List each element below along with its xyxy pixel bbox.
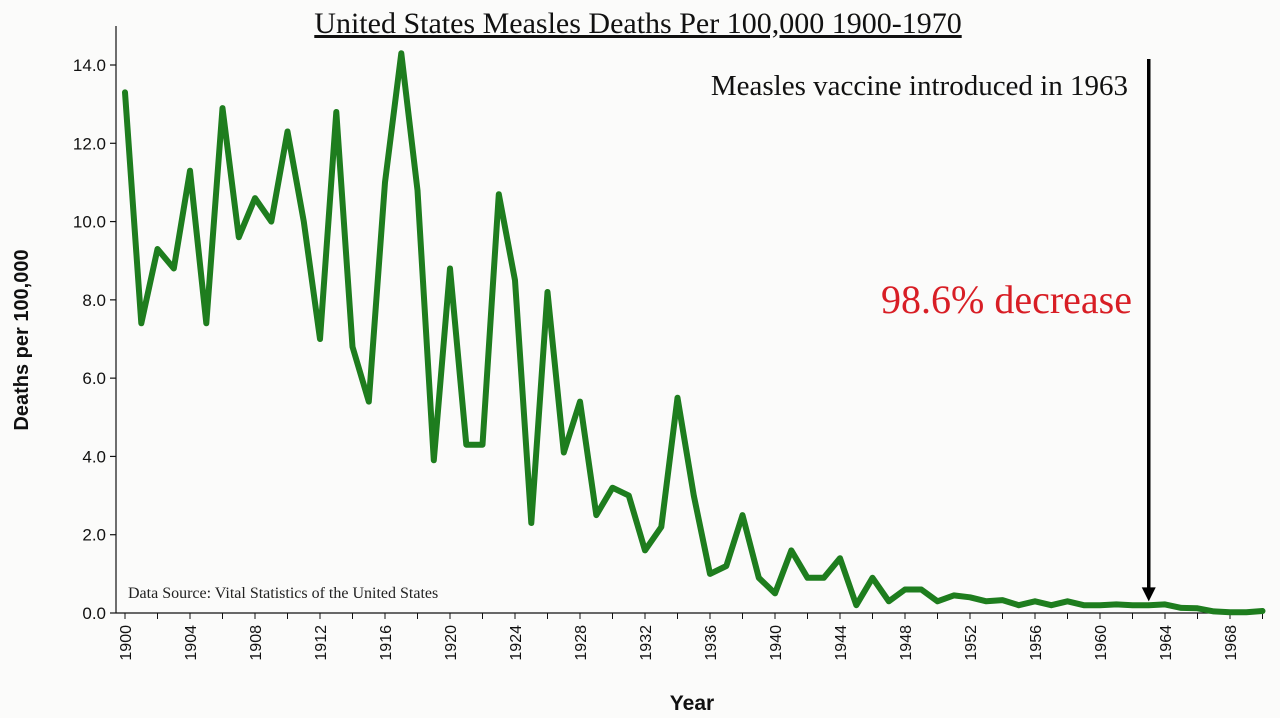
y-tick-label: 0.0 bbox=[82, 604, 106, 623]
vaccine-annotation: Measles vaccine introduced in 1963 bbox=[711, 70, 1128, 102]
x-tick-label: 1928 bbox=[573, 625, 590, 661]
y-tick-label: 4.0 bbox=[82, 447, 106, 466]
decrease-annotation: 98.6% decrease bbox=[881, 277, 1132, 322]
x-tick-label: 1912 bbox=[313, 625, 330, 661]
x-tick-label: 1900 bbox=[118, 625, 135, 661]
x-tick-label: 1904 bbox=[183, 625, 200, 661]
y-tick-label: 8.0 bbox=[82, 291, 106, 310]
x-tick-label: 1956 bbox=[1028, 625, 1045, 661]
x-tick-label: 1960 bbox=[1093, 625, 1110, 661]
x-axis-label: Year bbox=[670, 692, 714, 715]
x-tick-label: 1964 bbox=[1158, 625, 1175, 661]
y-tick-label: 2.0 bbox=[82, 526, 106, 545]
x-tick-label: 1924 bbox=[508, 625, 525, 661]
y-tick-label: 10.0 bbox=[73, 213, 106, 232]
y-tick-label: 6.0 bbox=[82, 369, 106, 388]
y-tick-label: 12.0 bbox=[73, 134, 106, 153]
y-axis-label: Deaths per 100,000 bbox=[11, 249, 33, 430]
x-tick-label: 1944 bbox=[833, 625, 850, 661]
x-tick-label: 1932 bbox=[638, 625, 655, 661]
vaccine-arrow-head bbox=[1141, 587, 1156, 602]
x-tick-label: 1916 bbox=[378, 625, 395, 661]
x-tick-label: 1952 bbox=[963, 625, 980, 661]
x-tick-label: 1920 bbox=[443, 625, 460, 661]
y-axis: 0.0 2.0 4.0 6.0 8.0 10.0 12.0 14.0 bbox=[73, 26, 117, 623]
y-tick-label: 14.0 bbox=[73, 56, 106, 75]
chart-title: United States Measles Deaths Per 100,000… bbox=[314, 7, 961, 40]
x-tick-label: 1948 bbox=[898, 625, 915, 661]
x-tick-label: 1968 bbox=[1223, 625, 1240, 661]
x-tick-label: 1908 bbox=[248, 625, 265, 661]
x-tick-label: 1936 bbox=[703, 625, 720, 661]
data-source-note: Data Source: Vital Statistics of the Uni… bbox=[128, 585, 438, 602]
x-tick-label: 1940 bbox=[768, 625, 785, 661]
series-line bbox=[122, 50, 1266, 616]
x-axis: 1900 1904 1908 1912 1916 1920 1924 1928 1932 1936… bbox=[116, 612, 1263, 661]
